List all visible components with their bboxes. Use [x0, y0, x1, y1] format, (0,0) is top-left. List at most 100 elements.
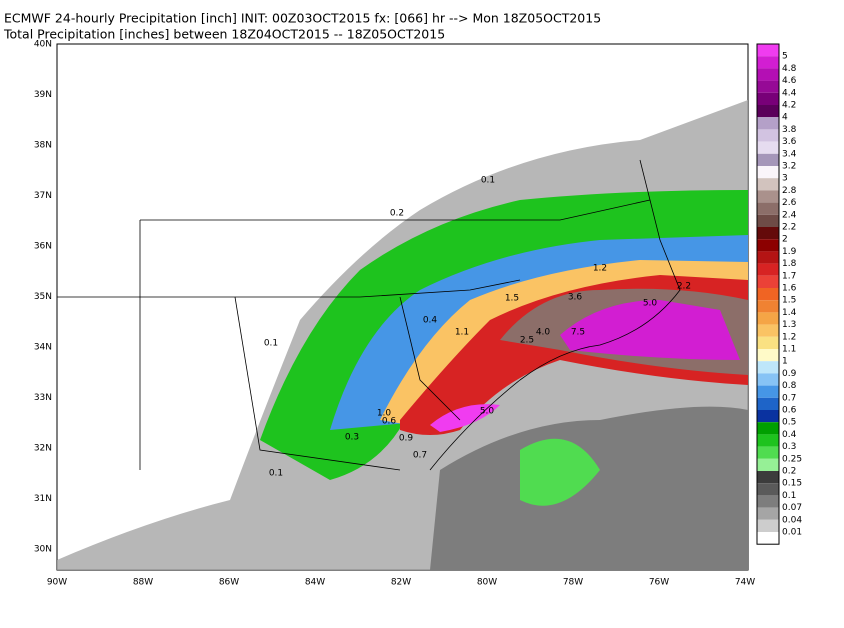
- colorbar-label: 1.7: [782, 271, 796, 281]
- colorbar-swatch: [757, 336, 779, 349]
- lat-label: 36N: [34, 242, 52, 252]
- lon-label: 78W: [563, 578, 583, 588]
- lat-label: 38N: [34, 141, 52, 151]
- point-label: 0.1: [269, 469, 283, 479]
- colorbar-label: 0.4: [782, 430, 797, 440]
- lon-label: 76W: [649, 578, 669, 588]
- colorbar-label: 0.01: [782, 528, 802, 538]
- colorbar-swatch: [757, 349, 779, 362]
- colorbar-label: 4.8: [782, 64, 797, 74]
- point-label: 1.1: [455, 328, 469, 338]
- precip-field: [57, 100, 748, 570]
- point-label: 1.5: [505, 294, 519, 304]
- colorbar-swatch: [757, 56, 779, 69]
- colorbar-swatch: [757, 397, 779, 410]
- colorbar-label: 3.8: [782, 125, 797, 135]
- colorbar-swatch: [757, 483, 779, 496]
- colorbar-label: 0.25: [782, 454, 802, 464]
- point-label: 5.0: [643, 299, 658, 309]
- colorbar-label: 1: [782, 357, 788, 367]
- colorbar-swatch: [757, 153, 779, 166]
- colorbar-swatch: [757, 202, 779, 215]
- colorbar-swatch: [757, 275, 779, 288]
- colorbar-swatch: [757, 532, 779, 545]
- colorbar-label: 1.8: [782, 259, 797, 269]
- colorbar-swatch: [757, 129, 779, 142]
- lat-label: 39N: [34, 90, 52, 100]
- colorbar-label: 2.4: [782, 210, 797, 220]
- colorbar-swatch: [757, 214, 779, 227]
- lat-label: 40N: [34, 40, 52, 50]
- point-label: 0.1: [481, 176, 495, 186]
- point-label: 4.0: [536, 328, 551, 338]
- colorbar-swatch: [757, 288, 779, 301]
- lon-label: 88W: [133, 578, 153, 588]
- colorbar-swatch: [757, 105, 779, 118]
- colorbar-swatch: [757, 361, 779, 374]
- colorbar-label: 2.2: [782, 223, 796, 233]
- colorbar-swatch: [757, 410, 779, 423]
- colorbar-label: 0.2: [782, 467, 796, 477]
- lat-label: 33N: [34, 393, 52, 403]
- colorbar-label: 2.6: [782, 198, 797, 208]
- colorbar-swatch: [757, 80, 779, 93]
- colorbar-swatch: [757, 178, 779, 191]
- colorbar-swatch: [757, 190, 779, 203]
- point-label: 2.2: [677, 282, 691, 292]
- lat-label: 32N: [34, 444, 52, 454]
- colorbar-label: 4.6: [782, 76, 797, 86]
- colorbar-swatch: [757, 227, 779, 240]
- colorbar-swatch: [757, 251, 779, 264]
- colorbar-label: 4.4: [782, 88, 797, 98]
- lon-label: 80W: [477, 578, 497, 588]
- colorbar-swatch: [757, 519, 779, 532]
- colorbar-swatch: [757, 458, 779, 471]
- colorbar-swatch: [757, 300, 779, 313]
- colorbar-label: 3.4: [782, 149, 797, 159]
- colorbar-swatch: [757, 373, 779, 386]
- colorbar-label: 0.8: [782, 381, 797, 391]
- point-label: 2.5: [520, 336, 534, 346]
- colorbar-label: 2.8: [782, 186, 797, 196]
- colorbar-label: 0.9: [782, 369, 797, 379]
- lon-label: 74W: [735, 578, 755, 588]
- point-label: 1.0: [377, 409, 392, 419]
- map: 5.0 4.0 7.5 3.6 2.5 5.0 1.0 0.90.6 0.3 0.1 0.2 0.1 1…: [56, 43, 749, 571]
- colorbar-label: 0.1: [782, 491, 796, 501]
- title: ECMWF 24-hourly Precipitation [inch] INI…: [4, 11, 601, 26]
- colorbar-swatch: [757, 92, 779, 105]
- colorbar-label: 1.3: [782, 320, 796, 330]
- colorbar-label: 0.6: [782, 406, 797, 416]
- point-label: 0.4: [423, 316, 438, 326]
- colorbar-label: 5: [782, 52, 788, 62]
- colorbar-swatch: [757, 446, 779, 459]
- colorbar-swatch: [757, 68, 779, 81]
- colorbar-label: 3.6: [782, 137, 797, 147]
- colorbar-label: 1.6: [782, 284, 797, 294]
- colorbar-label: 1.4: [782, 308, 797, 318]
- colorbar-swatch: [757, 312, 779, 325]
- colorbar-swatch: [757, 141, 779, 154]
- lon-label: 90W: [47, 578, 67, 588]
- colorbar-label: 0.07: [782, 503, 802, 513]
- colorbar-label: 0.5: [782, 418, 796, 428]
- colorbar-swatch: [757, 239, 779, 252]
- colorbar-label: 0.3: [782, 442, 796, 452]
- colorbar-label: 1.9: [782, 247, 797, 257]
- point-labels: 5.0 4.0 7.5 3.6 2.5 5.0 1.0 0.90.6 0.3 0.1 0.2 0.1 1…: [264, 176, 691, 479]
- colorbar-swatch: [757, 263, 779, 276]
- lat-label: 37N: [34, 191, 52, 201]
- colorbar-label: 2: [782, 235, 788, 245]
- colorbar-swatch: [757, 495, 779, 508]
- lat-label: 35N: [34, 292, 52, 302]
- colorbar-label: 0.04: [782, 515, 802, 525]
- point-label: 0.7: [413, 451, 427, 461]
- colorbar-swatch: [757, 507, 779, 520]
- colorbar-label: 3.2: [782, 162, 796, 172]
- lon-label: 86W: [219, 578, 239, 588]
- point-label: 5.0: [480, 407, 495, 417]
- colorbar-label: 3: [782, 174, 788, 184]
- colorbar-label: 4: [782, 113, 788, 123]
- colorbar-swatch: [757, 422, 779, 435]
